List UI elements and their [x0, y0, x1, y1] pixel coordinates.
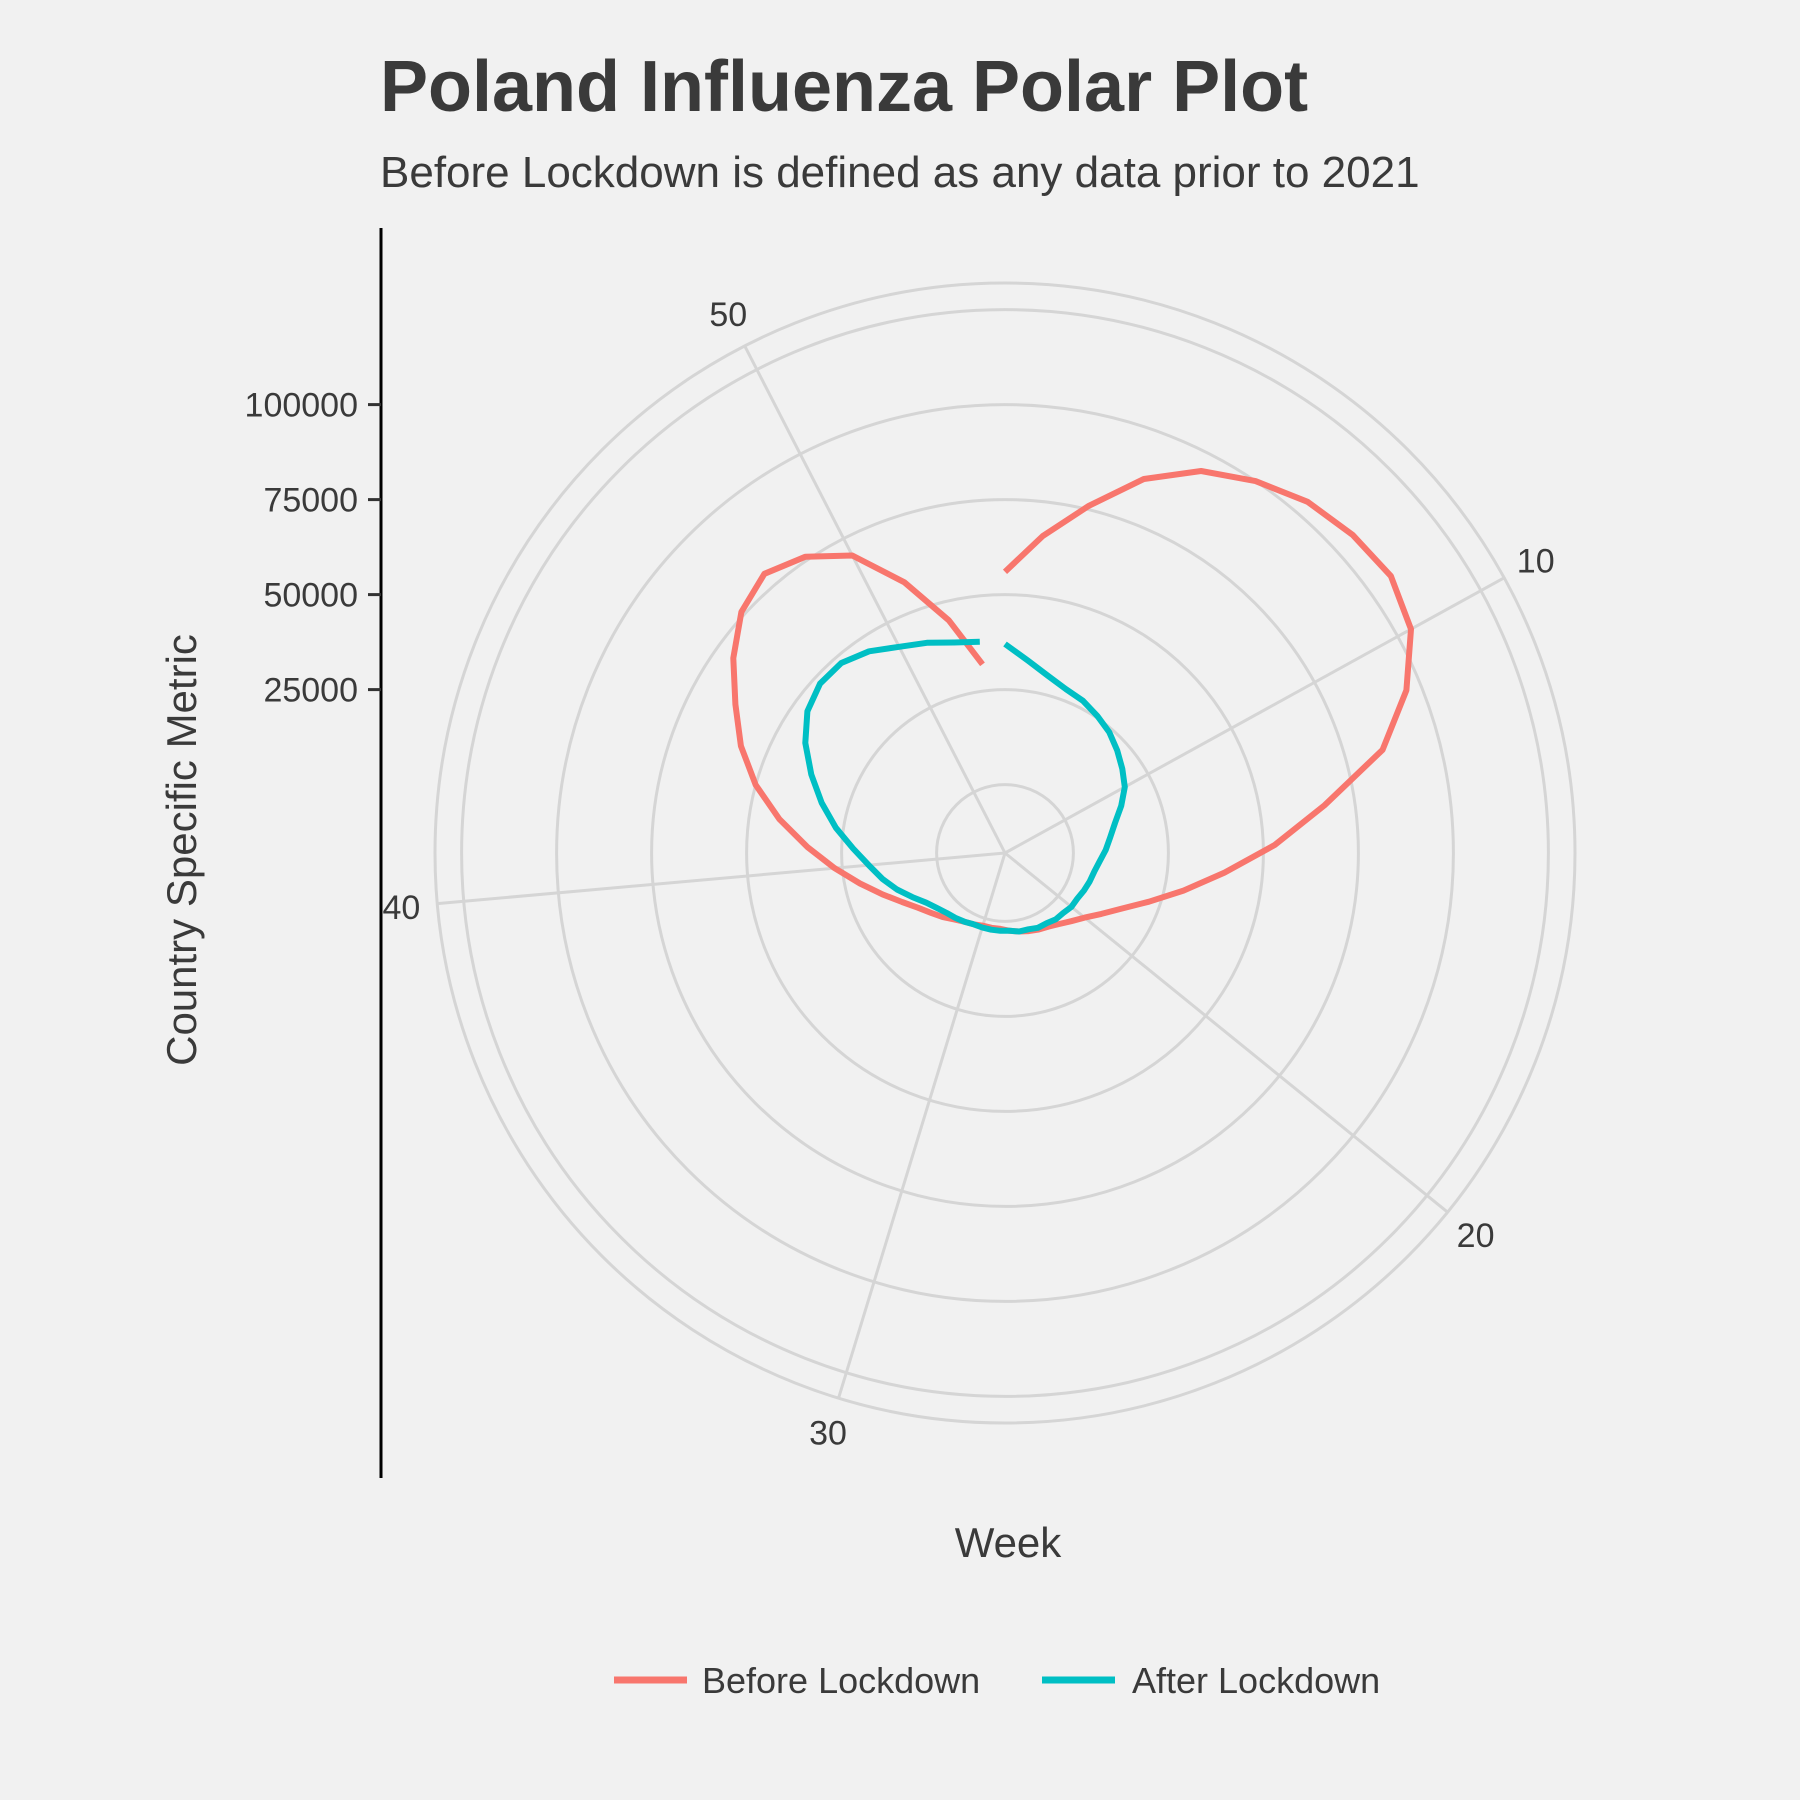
- grid-spoke: [1004, 851, 1449, 1214]
- y-tick-label: 75000: [263, 482, 358, 520]
- grid-rings: [433, 281, 1577, 1425]
- legend: Before Lockdown After Lockdown: [614, 1660, 1380, 1701]
- legend-label: After Lockdown: [1132, 1660, 1380, 1701]
- theta-tick-label: 50: [709, 296, 747, 334]
- y-axis-title: Country Specific Metric: [158, 634, 205, 1066]
- grid-ring: [935, 783, 1075, 923]
- grid-spoke: [1004, 576, 1505, 855]
- series-layer: [730, 468, 1414, 935]
- theta-tick-label: 30: [809, 1415, 847, 1453]
- grid-ring-outer: [433, 281, 1577, 1425]
- theta-tick-label: 10: [1517, 542, 1555, 580]
- grid-spoke: [437, 851, 1006, 906]
- grid-spoke: [743, 345, 1007, 854]
- legend-label: Before Lockdown: [702, 1660, 980, 1701]
- y-axis-ticks: 25000 50000 75000 100000: [245, 387, 381, 710]
- grid-ring: [650, 498, 1360, 1208]
- grid-spokes: [437, 345, 1505, 1399]
- y-tick-label: 100000: [245, 387, 358, 425]
- x-axis-title: Week: [955, 1519, 1063, 1566]
- grid-spoke: [837, 852, 1007, 1399]
- grid-ring: [840, 688, 1170, 1018]
- y-tick-label: 25000: [263, 672, 358, 710]
- series-line-after-lockdown: [802, 638, 1128, 935]
- chart-title: Poland Influenza Polar Plot: [380, 47, 1309, 127]
- chart-subtitle: Before Lockdown is defined as any data p…: [380, 148, 1420, 197]
- grid-ring: [460, 308, 1550, 1398]
- grid-ring: [555, 403, 1455, 1303]
- theta-tick-label: 40: [382, 889, 420, 927]
- theta-tick-label: 20: [1457, 1217, 1495, 1255]
- y-tick-label: 50000: [263, 577, 358, 615]
- theta-tick-labels: 10 20 30 40 50: [382, 296, 1554, 1453]
